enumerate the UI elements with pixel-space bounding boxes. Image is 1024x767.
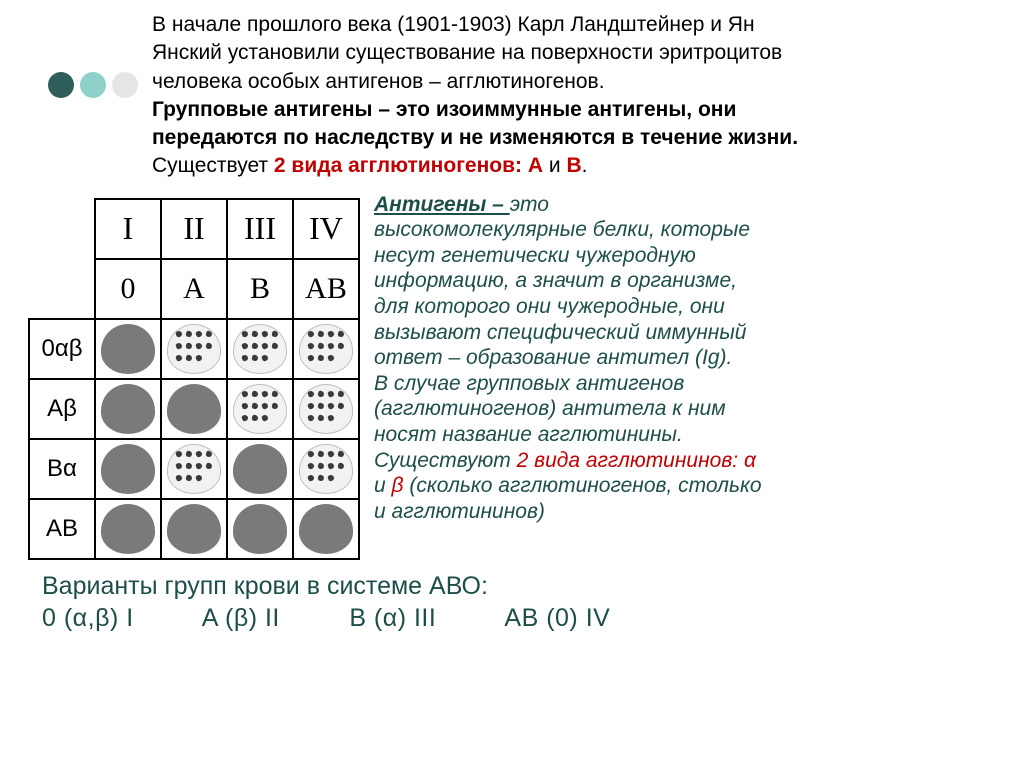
variants-title: Варианты групп крови в системе АВО: — [42, 570, 1006, 603]
deco-dots — [48, 72, 138, 98]
deco-dot-1 — [48, 72, 74, 98]
intro-line-4b: передаются по наследству и не изменяются… — [152, 125, 996, 151]
intro-5a: Существует — [152, 154, 274, 177]
s-t12b: (сколько агглютиногенов, столько — [404, 474, 762, 497]
agglutination-cell — [227, 499, 293, 559]
s-t6: вызывают специфический иммунный — [374, 321, 746, 344]
intro-5c: А — [528, 154, 549, 177]
intro-5f: . — [582, 154, 588, 177]
intro-line-3: человека особых антигенов – агглютиноген… — [152, 69, 996, 95]
s-beta: β — [392, 474, 404, 497]
agglutination-cell — [161, 439, 227, 499]
row-label: AB — [29, 499, 95, 559]
agglutination-cell — [293, 499, 359, 559]
row-label: 0αβ — [29, 319, 95, 379]
agglutination-cell — [95, 379, 161, 439]
antigen-definition: Антигены – это высокомолекулярные белки,… — [374, 192, 1006, 560]
col-subheader: 0 — [95, 259, 161, 319]
s-alpha: α — [744, 449, 756, 472]
intro-5e: В — [566, 154, 581, 177]
intro-line-2: Янский установили существование на повер… — [152, 40, 996, 66]
intro-line-5: Существует 2 вида агглютиногенов: А и В. — [152, 153, 996, 179]
intro-5b: 2 вида агглютиногенов: — [274, 154, 528, 177]
agglutination-table: IIIIIIIV0ABAB0αβAβBαAB — [28, 198, 360, 560]
s-t11b: 2 вида агглютининов: — [517, 449, 744, 472]
agglutination-cell — [227, 379, 293, 439]
slide-container: В начале прошлого века (1901-1903) Карл … — [0, 0, 1024, 643]
agglutination-cell — [227, 319, 293, 379]
col-subheader: B — [227, 259, 293, 319]
mid-row: IIIIIIIV0ABAB0αβAβBαAB Антигены – это вы… — [32, 192, 1006, 560]
s-t11a: Существуют — [374, 449, 517, 472]
intro-line-1: В начале прошлого века (1901-1903) Карл … — [152, 12, 996, 38]
agglutination-cell — [95, 319, 161, 379]
s-t10: носят название агглютинины. — [374, 423, 683, 446]
col-header: III — [227, 199, 293, 259]
footer-variants: Варианты групп крови в системе АВО: 0 (α… — [42, 570, 1006, 635]
agglutination-cell — [95, 499, 161, 559]
variant-2: A (β) II — [202, 604, 280, 632]
variants-line: 0 (α,β) I A (β) II B (α) III AB (0) IV — [42, 602, 1006, 635]
intro-5d: и — [549, 154, 567, 177]
intro-text: В начале прошлого века (1901-1903) Карл … — [152, 12, 996, 180]
s-t9: (агглютиногенов) антитела к ним — [374, 397, 726, 420]
row-label: Aβ — [29, 379, 95, 439]
agglutination-cell — [161, 319, 227, 379]
s-t2: высокомолекулярные белки, которые — [374, 218, 750, 241]
agglutination-cell — [293, 319, 359, 379]
deco-dot-2 — [80, 72, 106, 98]
s-t7: ответ – образование антител (Ig). — [374, 346, 732, 369]
agglutination-cell — [161, 379, 227, 439]
s-t3: несут генетически чужеродную — [374, 244, 696, 267]
row-label: Bα — [29, 439, 95, 499]
s-t5: для которого они чужеродные, они — [374, 295, 725, 318]
agglutination-cell — [95, 439, 161, 499]
variant-3: B (α) III — [349, 604, 436, 632]
headword: Антигены – — [374, 193, 510, 216]
deco-dot-3 — [112, 72, 138, 98]
col-header: I — [95, 199, 161, 259]
col-subheader: A — [161, 259, 227, 319]
agglutination-cell — [161, 499, 227, 559]
s-t13: и агглютининов) — [374, 500, 545, 523]
variant-4: AB (0) IV — [504, 604, 610, 632]
col-header: II — [161, 199, 227, 259]
s-t4: информацию, а значит в организме, — [374, 269, 737, 292]
agglutination-cell — [293, 439, 359, 499]
agglutination-cell — [227, 439, 293, 499]
s-t12a: и — [374, 474, 392, 497]
s-t1: это — [510, 193, 549, 216]
agglutination-cell — [293, 379, 359, 439]
s-t8: В случае групповых антигенов — [374, 372, 684, 395]
intro-line-4a: Групповые антигены – это изоиммунные ант… — [152, 97, 996, 123]
col-subheader: AB — [293, 259, 359, 319]
col-header: IV — [293, 199, 359, 259]
variant-1: 0 (α,β) I — [42, 604, 134, 632]
